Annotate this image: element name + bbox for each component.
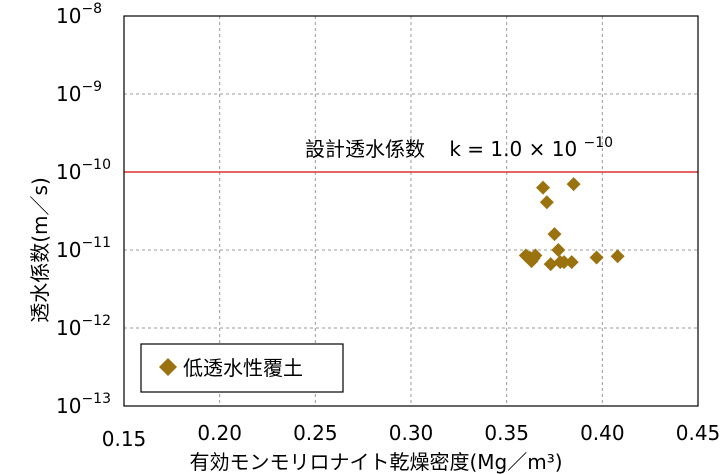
legend-marker-diamond — [159, 358, 177, 376]
y-tick-label: 10−11 — [56, 235, 111, 262]
svg-text:設計透水係数 k = 1.0 ×: 設計透水係数 k = 1.0 × 10 −10 — [305, 135, 613, 161]
plot-area-frame — [123, 15, 699, 407]
y-tick-labels: 10−8 10−9 10−10 10−11 10−12 10−13 — [56, 1, 111, 418]
annotation-equation: k = 1.0 — [449, 137, 522, 161]
data-point-diamond — [528, 248, 543, 263]
annotation-base: 10 — [552, 137, 577, 161]
data-point-diamond — [589, 250, 604, 265]
grid-lines — [124, 16, 698, 406]
y-tick-label: 10−10 — [56, 157, 111, 184]
y-tick-label: 10−13 — [56, 391, 111, 418]
x-tick-label: 0.25 — [293, 421, 338, 445]
data-point-diamond — [536, 180, 551, 195]
x-tick-label: 0.45 — [676, 421, 721, 445]
x-axis-title: 有効モンモリロナイト乾燥密度(Mg／m³) — [189, 450, 562, 474]
y-tick-label: 10−12 — [56, 313, 111, 340]
data-point-diamond — [564, 255, 579, 270]
reference-line-annotation: 設計透水係数 k = 1.0 × 10 −10 — [305, 135, 613, 161]
annotation-label: 設計透水係数 — [305, 137, 425, 161]
annotation-times: × — [529, 137, 546, 161]
data-points — [518, 177, 625, 272]
y-tick-label: 10−8 — [56, 1, 102, 28]
y-axis-title: 透水係数(m／s) — [28, 177, 52, 323]
x-tick-labels: 0.15 0.20 0.25 0.30 0.35 0.40 0.45 — [102, 421, 721, 451]
x-tick-label: 0.40 — [580, 421, 625, 445]
x-tick-label: 0.15 — [102, 427, 147, 451]
data-point-diamond — [547, 227, 562, 242]
x-tick-label: 0.20 — [197, 421, 242, 445]
legend: 低透水性覆土 — [140, 343, 344, 393]
annotation-exponent: −10 — [584, 135, 614, 151]
data-point-diamond — [551, 243, 566, 257]
legend-label: 低透水性覆土 — [183, 356, 303, 380]
x-tick-label: 0.35 — [484, 421, 529, 445]
y-tick-label: 10−9 — [56, 79, 102, 106]
x-tick-label: 0.30 — [389, 421, 434, 445]
data-point-diamond — [539, 195, 554, 210]
data-point-diamond — [566, 177, 581, 192]
data-point-diamond — [610, 249, 625, 264]
data-point-diamond — [557, 255, 572, 270]
data-point-diamond — [543, 257, 558, 272]
